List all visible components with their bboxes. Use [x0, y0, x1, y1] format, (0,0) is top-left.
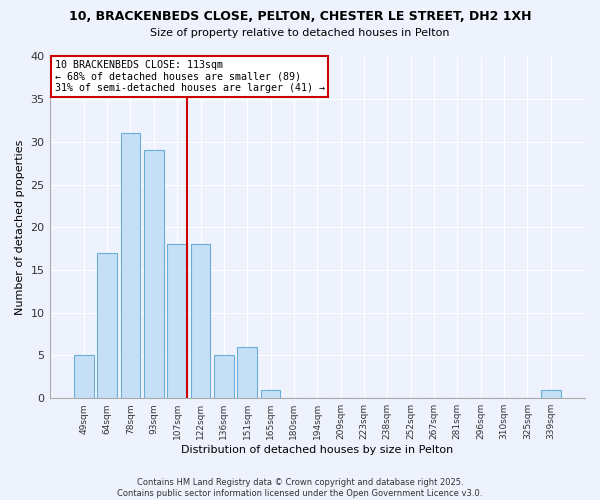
- Bar: [238, 347, 257, 398]
- Text: 10, BRACKENBEDS CLOSE, PELTON, CHESTER LE STREET, DH2 1XH: 10, BRACKENBEDS CLOSE, PELTON, CHESTER L…: [69, 10, 531, 23]
- Bar: [144, 150, 164, 398]
- Bar: [74, 356, 94, 398]
- Bar: [191, 244, 211, 398]
- Text: Contains HM Land Registry data © Crown copyright and database right 2025.
Contai: Contains HM Land Registry data © Crown c…: [118, 478, 482, 498]
- Text: 10 BRACKENBEDS CLOSE: 113sqm
← 68% of detached houses are smaller (89)
31% of se: 10 BRACKENBEDS CLOSE: 113sqm ← 68% of de…: [55, 60, 325, 93]
- Bar: [260, 390, 280, 398]
- Text: Size of property relative to detached houses in Pelton: Size of property relative to detached ho…: [150, 28, 450, 38]
- X-axis label: Distribution of detached houses by size in Pelton: Distribution of detached houses by size …: [181, 445, 454, 455]
- Y-axis label: Number of detached properties: Number of detached properties: [15, 140, 25, 315]
- Bar: [541, 390, 560, 398]
- Bar: [167, 244, 187, 398]
- Bar: [214, 356, 234, 398]
- Bar: [121, 134, 140, 398]
- Bar: [97, 253, 117, 398]
